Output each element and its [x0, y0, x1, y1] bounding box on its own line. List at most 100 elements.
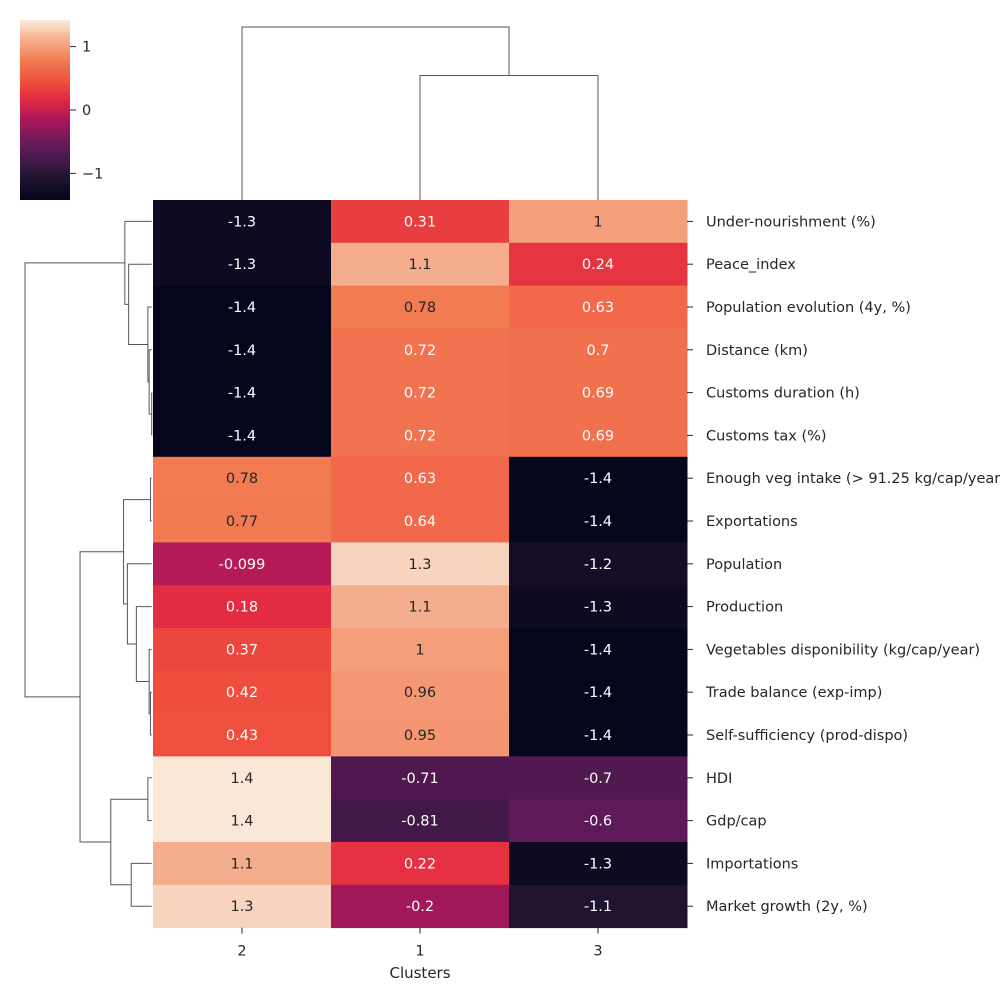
cell-value-label: -1.4 [584, 642, 612, 658]
cell-value-label: -0.2 [406, 899, 434, 915]
heatmap-cell [509, 456, 688, 501]
cell-value-label: -0.6 [584, 814, 612, 830]
heatmap-cell [509, 499, 688, 543]
row-label: Trade balance (exp-imp) [705, 685, 882, 701]
row-label: Customs duration (h) [706, 386, 860, 402]
heatmap-cell [509, 799, 688, 843]
heatmap-cell [509, 242, 688, 287]
cell-value-label: 1.1 [230, 856, 253, 872]
cell-value-label: 0.43 [226, 728, 258, 744]
heatmap-cell [153, 585, 332, 629]
cell-value-label: -1.4 [584, 728, 612, 744]
heatmap-cell [509, 628, 688, 672]
heatmap-cell [331, 842, 510, 886]
cell-value-label: 1.3 [230, 899, 253, 915]
row-label: Enough veg intake (> 91.25 kg/cap/year) [706, 471, 1000, 487]
cell-value-label: 0.22 [404, 856, 436, 872]
cell-value-label: -0.71 [401, 771, 439, 787]
row-dendrogram-link [24, 262, 125, 698]
heatmap-cell [509, 285, 688, 329]
heatmap-cell [509, 713, 688, 757]
heatmap-cell [153, 756, 332, 800]
row-dendrogram-link [126, 563, 152, 645]
cell-value-label: 0.96 [404, 685, 436, 701]
row-label: Self-sufficiency (prod-dispo) [706, 728, 908, 744]
row-dendrogram-link [130, 862, 152, 907]
cell-value-label: -0.81 [401, 814, 439, 830]
cell-value-label: 0.63 [404, 471, 436, 487]
heatmap-cell [509, 585, 688, 629]
colorbar: 1 0 −1 [20, 20, 103, 200]
heatmap-cell [331, 371, 510, 415]
cell-value-label: -1.4 [584, 471, 612, 487]
row-dendrogram-link [147, 777, 152, 822]
cell-value-label: -1.3 [584, 856, 612, 872]
row-label: Population evolution (4y, %) [706, 300, 911, 316]
heatmap-cell [331, 628, 510, 672]
row-label: Population [706, 557, 782, 573]
heatmap-cell [153, 456, 332, 501]
column-label: 1 [415, 944, 424, 960]
column-dendrogram-link [241, 26, 510, 200]
heatmap-cell [331, 585, 510, 629]
cell-value-label: -1.3 [584, 600, 612, 616]
heatmap-cell [331, 542, 510, 586]
cell-value-label: 0.95 [404, 728, 436, 744]
row-label: Exportations [706, 514, 798, 530]
cell-value-label: 0.69 [582, 386, 614, 402]
colorbar-gradient [20, 20, 70, 200]
heatmap-cell [331, 414, 510, 458]
row-label: Vegetables disponibility (kg/cap/year) [706, 642, 980, 658]
heatmap-cell [153, 799, 332, 843]
heatmap-cell [331, 756, 510, 800]
heatmap-cell [153, 628, 332, 672]
heatmap-cell [153, 842, 332, 886]
heatmap-cell [153, 285, 332, 329]
heatmap-cell [331, 884, 510, 929]
colorbar-tick-label: −1 [82, 166, 103, 182]
row-label: Under-nourishment (%) [706, 214, 876, 230]
cell-value-label: 0.78 [226, 471, 258, 487]
row-dendrogram-link [79, 551, 124, 843]
row-labels: Under-nourishment (%) Peace_index Populati… [687, 214, 1000, 915]
column-label: 3 [593, 944, 602, 960]
heatmap-cell [509, 884, 688, 929]
heatmap-cell [331, 200, 510, 244]
row-label: Importations [706, 856, 798, 872]
cell-value-label: -1.4 [228, 300, 256, 316]
heatmap-cell [331, 285, 510, 329]
heatmap-cell [509, 756, 688, 800]
cell-value-label: -1.4 [228, 428, 256, 444]
cell-value-label: -0.7 [584, 771, 612, 787]
heatmap-cell [509, 200, 688, 244]
heatmap-cell [153, 499, 332, 543]
cell-value-label: 1.1 [408, 257, 431, 273]
cell-value-label: 0.37 [226, 642, 258, 658]
heatmap-cell [331, 670, 510, 715]
cell-value-label: -1.4 [584, 514, 612, 530]
column-dendrogram [241, 26, 599, 200]
cell-value-label: 0.72 [404, 386, 436, 402]
heatmap-cell [153, 542, 332, 586]
heatmap-cell [509, 328, 688, 372]
column-labels: 2 1 3 [237, 927, 603, 960]
colorbar-tick-label: 0 [82, 103, 91, 119]
cell-value-label: -1.3 [228, 214, 256, 230]
cell-value-label: 0.7 [586, 343, 609, 359]
heatmap-cell [153, 242, 332, 287]
row-label: Production [706, 600, 783, 616]
cell-value-label: 1 [593, 214, 602, 230]
row-dendrogram-link [147, 306, 152, 383]
heatmap-cell [153, 414, 332, 458]
cell-value-label: -1.4 [228, 386, 256, 402]
cell-value-label: 0.64 [404, 514, 436, 530]
heatmap-cell [331, 499, 510, 543]
cell-value-label: 0.63 [582, 300, 614, 316]
heatmap-cells [153, 200, 688, 929]
cell-value-label: 1 [415, 642, 424, 658]
row-label: Distance (km) [706, 343, 808, 359]
x-axis-label: Clusters [389, 964, 450, 982]
cell-value-label: 0.18 [226, 600, 258, 616]
